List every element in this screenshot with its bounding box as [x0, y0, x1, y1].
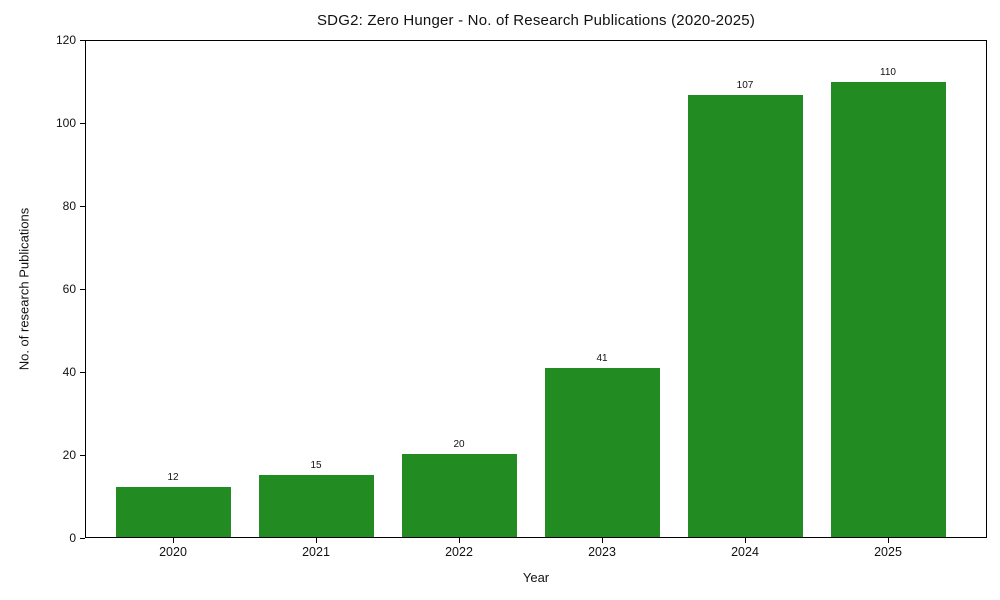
y-tick-label: 0 — [69, 531, 76, 545]
bar-2020 — [115, 487, 231, 537]
bar-2023 — [544, 367, 660, 537]
bar-value-label: 110 — [880, 67, 896, 79]
x-tick-label: 2025 — [874, 545, 902, 559]
x-tick-label: 2023 — [588, 545, 616, 559]
y-tick-label: 100 — [55, 116, 76, 130]
bar-value-label: 41 — [596, 352, 608, 364]
bar-2024 — [687, 94, 803, 537]
y-tick-mark — [80, 537, 85, 539]
x-tick-mark — [458, 538, 460, 543]
y-tick-mark — [80, 454, 85, 456]
y-tick-label: 120 — [55, 33, 76, 47]
chart-title: SDG2: Zero Hunger - No. of Research Publ… — [316, 12, 756, 29]
x-tick-label: 2022 — [445, 545, 473, 559]
y-tick-mark — [80, 205, 85, 207]
x-tick-mark — [744, 538, 746, 543]
y-tick-mark — [80, 371, 85, 373]
x-tick-mark — [887, 538, 889, 543]
bar-2021 — [258, 475, 374, 537]
x-tick-label: 2021 — [302, 545, 330, 559]
bar-value-label: 107 — [736, 79, 754, 91]
plot-area — [85, 40, 987, 538]
y-tick-mark — [80, 39, 85, 41]
x-axis-label: Year — [522, 570, 550, 585]
y-tick-label: 40 — [62, 365, 76, 379]
x-tick-label: 2020 — [159, 545, 187, 559]
y-tick-label: 60 — [62, 282, 76, 296]
bar-value-label: 20 — [453, 439, 465, 451]
y-tick-label: 20 — [62, 448, 76, 462]
bar-value-label: 15 — [310, 460, 322, 471]
x-tick-mark — [601, 538, 603, 543]
y-tick-label: 80 — [62, 199, 76, 213]
x-tick-mark — [172, 538, 174, 543]
x-tick-label: 2024 — [731, 545, 759, 559]
bar-value-label: 12 — [167, 472, 179, 484]
y-tick-mark — [80, 122, 85, 124]
y-tick-mark — [80, 288, 85, 290]
bar-2022 — [401, 454, 517, 537]
x-tick-mark — [315, 538, 317, 543]
bar-2025 — [830, 82, 946, 537]
